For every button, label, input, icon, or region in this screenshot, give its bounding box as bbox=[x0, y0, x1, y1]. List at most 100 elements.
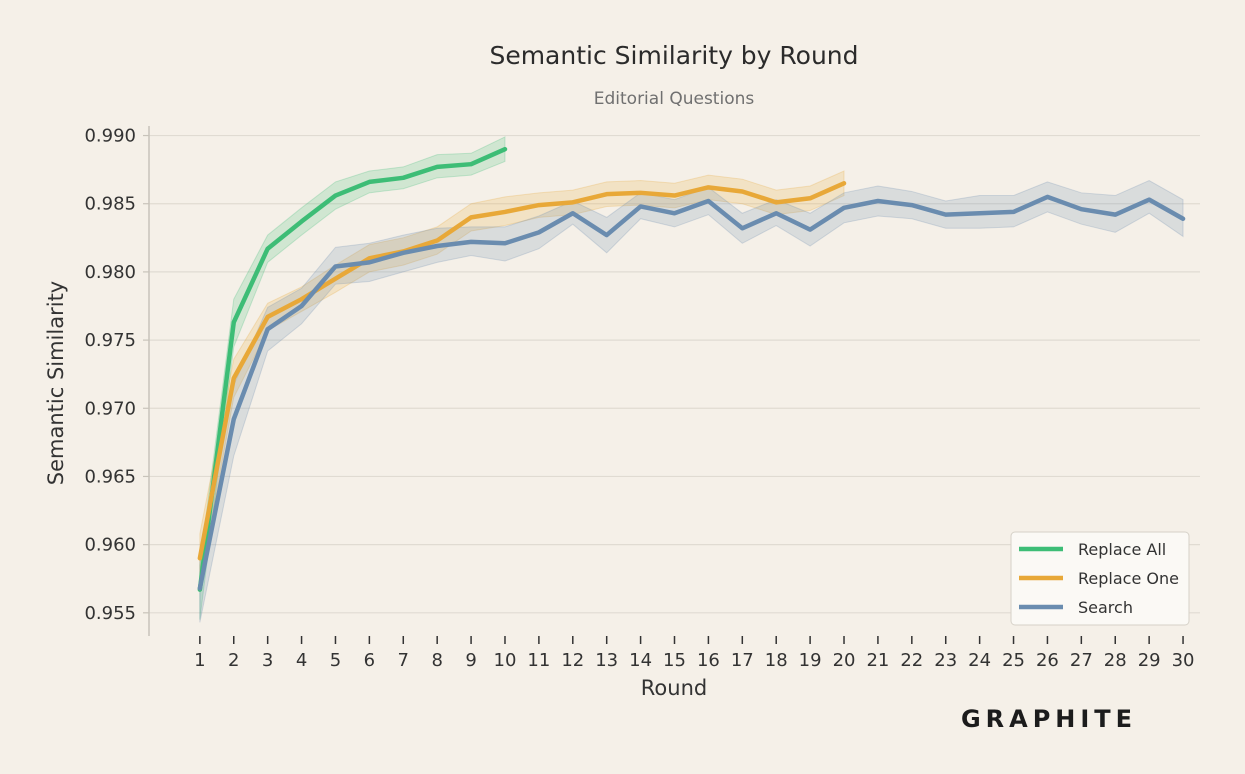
x-tick-label: 27 bbox=[1070, 650, 1093, 671]
x-axis-label: Round bbox=[641, 676, 707, 700]
x-tick-label: 18 bbox=[765, 650, 788, 671]
x-tick-label: 26 bbox=[1036, 650, 1059, 671]
data-point bbox=[300, 219, 304, 223]
legend-label: Replace All bbox=[1078, 540, 1166, 559]
x-tick-label: 24 bbox=[968, 650, 991, 671]
x-tick-label: 29 bbox=[1138, 650, 1161, 671]
series-line-2 bbox=[197, 194, 1186, 591]
data-point bbox=[232, 320, 236, 324]
data-point bbox=[435, 165, 439, 169]
data-point bbox=[469, 240, 473, 244]
y-tick-label: 0.985 bbox=[84, 194, 136, 215]
data-point bbox=[401, 176, 405, 180]
data-point bbox=[1181, 217, 1185, 221]
data-point bbox=[333, 264, 337, 268]
data-point bbox=[842, 206, 846, 210]
y-tick-labels: 0.955 0.960 0.965 0.970 0.975 0.980 0.985 0.990 bbox=[84, 126, 149, 624]
data-point bbox=[232, 376, 236, 380]
data-point bbox=[673, 211, 676, 215]
data-point bbox=[503, 241, 507, 245]
x-tick-label: 11 bbox=[527, 650, 550, 671]
data-point bbox=[537, 203, 541, 207]
y-tick-label: 0.970 bbox=[84, 398, 136, 419]
x-tick-label: 5 bbox=[330, 650, 341, 671]
data-point bbox=[944, 213, 948, 217]
data-point bbox=[198, 556, 202, 560]
series-line-0 bbox=[197, 146, 508, 592]
x-tick-label: 20 bbox=[833, 650, 856, 671]
x-tick-label: 23 bbox=[934, 650, 957, 671]
y-tick-label: 0.975 bbox=[84, 330, 136, 351]
chart-title: Semantic Similarity by Round bbox=[489, 41, 858, 70]
y-tick-label: 0.955 bbox=[84, 603, 136, 624]
x-tick-label: 16 bbox=[697, 650, 720, 671]
series-line-1 bbox=[197, 181, 847, 561]
legend-box bbox=[1010, 531, 1190, 626]
data-point bbox=[300, 297, 304, 301]
confidence-bands bbox=[199, 136, 1184, 623]
x-tick-label: 19 bbox=[799, 650, 822, 671]
chart-subtitle: Editorial Questions bbox=[594, 89, 755, 109]
data-point bbox=[333, 194, 337, 198]
x-tick-label: 6 bbox=[364, 650, 375, 671]
data-point bbox=[469, 215, 473, 219]
data-point bbox=[673, 194, 676, 198]
data-point bbox=[605, 192, 609, 196]
series-lines bbox=[197, 146, 1186, 592]
y-axis-label: Semantic Similarity bbox=[44, 281, 68, 485]
x-tick-label: 30 bbox=[1172, 650, 1195, 671]
x-tick-label: 9 bbox=[465, 650, 476, 671]
data-point bbox=[639, 204, 643, 208]
data-point bbox=[774, 200, 778, 204]
x-tick-label: 7 bbox=[398, 650, 409, 671]
data-point bbox=[1147, 198, 1151, 202]
data-point bbox=[571, 211, 575, 215]
data-point bbox=[740, 226, 744, 230]
y-tick-label: 0.980 bbox=[84, 262, 136, 283]
data-point bbox=[571, 200, 575, 204]
data-point bbox=[232, 417, 236, 421]
x-tick-label: 4 bbox=[296, 650, 307, 671]
data-point bbox=[266, 315, 270, 319]
legend-label: Search bbox=[1078, 598, 1133, 617]
x-tick-label: 13 bbox=[595, 650, 618, 671]
data-point bbox=[367, 180, 371, 184]
x-tick-label: 17 bbox=[731, 650, 754, 671]
band-2 bbox=[199, 179, 1184, 623]
brand-logo: GRAPHITE bbox=[961, 705, 1137, 733]
data-point bbox=[503, 147, 507, 151]
data-point bbox=[876, 199, 880, 203]
data-point bbox=[469, 162, 473, 166]
x-tick-label: 1 bbox=[194, 650, 205, 671]
data-point bbox=[266, 327, 270, 331]
x-tick-label: 25 bbox=[1002, 650, 1025, 671]
data-point bbox=[978, 211, 982, 215]
data-point bbox=[1079, 207, 1083, 211]
data-point bbox=[198, 586, 202, 590]
data-point bbox=[910, 203, 914, 207]
data-point bbox=[1045, 195, 1049, 199]
data-point bbox=[808, 228, 812, 232]
data-point bbox=[333, 277, 337, 281]
data-point bbox=[706, 199, 710, 203]
x-tick-label: 21 bbox=[866, 650, 889, 671]
data-point bbox=[300, 304, 304, 308]
band-1 bbox=[199, 170, 845, 586]
data-point bbox=[706, 185, 710, 189]
data-point bbox=[435, 244, 439, 248]
data-point bbox=[1113, 213, 1117, 217]
data-point bbox=[367, 260, 371, 264]
data-point bbox=[842, 181, 846, 185]
data-point bbox=[774, 211, 778, 215]
data-point bbox=[266, 247, 270, 251]
data-point bbox=[740, 189, 744, 193]
data-point bbox=[401, 251, 405, 255]
data-point bbox=[605, 233, 609, 237]
data-point bbox=[503, 210, 507, 214]
x-tick-label: 15 bbox=[663, 650, 686, 671]
x-tick-label: 14 bbox=[629, 650, 652, 671]
y-tick-label: 0.990 bbox=[84, 126, 136, 147]
legend: Replace All Replace One Search bbox=[1010, 531, 1190, 626]
